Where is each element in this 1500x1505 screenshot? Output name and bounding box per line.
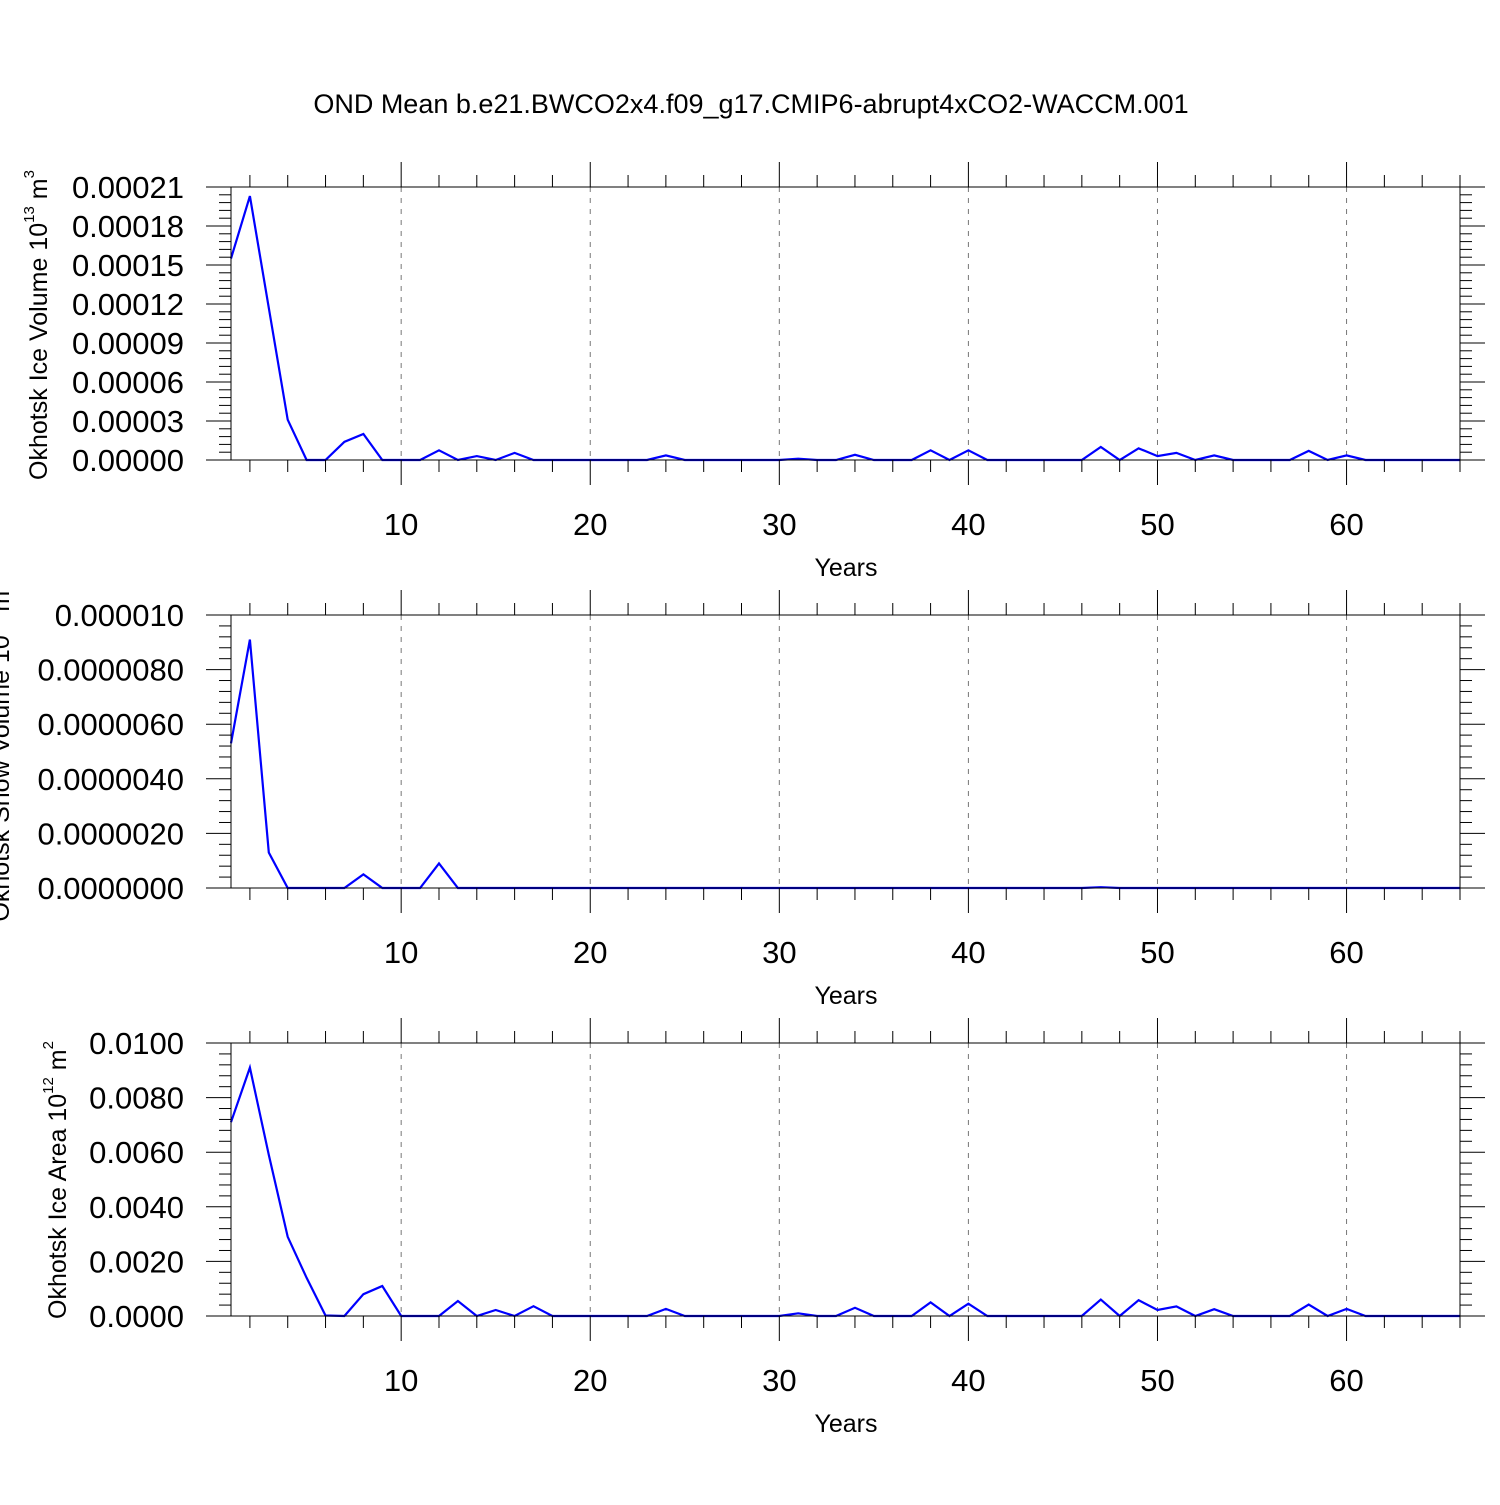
y-axis-label: Okhotsk Snow Volume 1013 m3 bbox=[0, 582, 15, 921]
x-tick-label: 20 bbox=[573, 507, 607, 542]
y-tick-label: 0.0000 bbox=[89, 1299, 184, 1334]
y-tick-label: 0.0000000 bbox=[37, 871, 184, 906]
panel-snow-volume: 0.0000000 0.0000020 0.0000040 0.0000060 0.00… bbox=[0, 582, 1485, 1010]
y-tick-label: 0.0000080 bbox=[37, 653, 184, 688]
y-tick-label: 0.000010 bbox=[55, 598, 184, 633]
axis-ticks bbox=[206, 590, 1485, 913]
y-axis-label-unit-exponent: 3 bbox=[21, 170, 38, 178]
y-axis-label: Okhotsk Ice Area 1012 m2 bbox=[40, 1041, 72, 1319]
y-axis-label-unit: m bbox=[25, 178, 53, 206]
x-tick-label: 50 bbox=[1140, 935, 1174, 970]
y-tick-label: 0.00003 bbox=[72, 404, 184, 439]
y-tick-labels: 0.0000000 0.0000020 0.0000040 0.0000060 0.00… bbox=[37, 598, 184, 906]
x-tick-label: 40 bbox=[951, 935, 985, 970]
y-tick-label: 0.00021 bbox=[72, 170, 184, 205]
y-tick-label: 0.0040 bbox=[89, 1190, 184, 1225]
panel-ice-volume: 0.00000 0.00003 0.00006 0.00009 0.00012 0.000… bbox=[21, 162, 1485, 582]
x-tick-labels: 10 20 30 40 50 60 bbox=[384, 507, 1364, 542]
x-tick-label: 10 bbox=[384, 935, 418, 970]
x-tick-label: 20 bbox=[573, 935, 607, 970]
x-tick-label: 20 bbox=[573, 1363, 607, 1398]
y-axis-label-unit: m bbox=[0, 591, 15, 619]
plot-frame bbox=[230, 614, 1461, 889]
y-tick-label: 0.00012 bbox=[72, 287, 184, 322]
x-axis-label: Years bbox=[814, 554, 877, 582]
grid-lines bbox=[400, 1043, 1348, 1316]
grid-lines bbox=[400, 187, 1348, 460]
y-tick-label: 0.0000020 bbox=[37, 816, 184, 851]
y-tick-labels: 0.00000 0.00003 0.00006 0.00009 0.00012 0.000… bbox=[72, 170, 184, 478]
y-axis-label-text: Okhotsk Ice Area 10 bbox=[44, 1094, 72, 1319]
y-tick-label: 0.00009 bbox=[72, 326, 184, 361]
y-tick-label: 0.0000040 bbox=[37, 762, 184, 797]
series-line bbox=[229, 1063, 1460, 1318]
axis-ticks bbox=[206, 162, 1485, 485]
y-tick-label: 0.0100 bbox=[89, 1026, 184, 1061]
x-tick-label: 50 bbox=[1140, 507, 1174, 542]
x-tick-label: 60 bbox=[1329, 507, 1363, 542]
y-axis-label: Okhotsk Ice Volume 1013 m3 bbox=[21, 170, 53, 480]
x-tick-label: 30 bbox=[762, 507, 796, 542]
y-tick-label: 0.00015 bbox=[72, 248, 184, 283]
x-tick-label: 10 bbox=[384, 507, 418, 542]
axis-ticks bbox=[206, 1018, 1485, 1341]
y-tick-label: 0.0080 bbox=[89, 1081, 184, 1116]
series-line bbox=[229, 639, 1460, 890]
panel-ice-area: 0.0000 0.0020 0.0040 0.0060 0.0080 0.0100 10 2… bbox=[40, 1018, 1485, 1438]
y-axis-label-text: Okhotsk Ice Volume 10 bbox=[25, 223, 53, 480]
y-tick-label: 0.00006 bbox=[72, 365, 184, 400]
x-tick-labels: 10 20 30 40 50 60 bbox=[384, 935, 1364, 970]
x-tick-label: 40 bbox=[951, 1363, 985, 1398]
x-tick-label: 10 bbox=[384, 1363, 418, 1398]
x-tick-label: 60 bbox=[1329, 1363, 1363, 1398]
x-axis-label: Years bbox=[814, 1410, 877, 1438]
x-axis-label: Years bbox=[814, 982, 877, 1010]
series-line bbox=[229, 195, 1460, 462]
y-tick-label: 0.0020 bbox=[89, 1244, 184, 1279]
plot-frame bbox=[230, 1042, 1461, 1317]
x-tick-label: 30 bbox=[762, 1363, 796, 1398]
chart-title: OND Mean b.e21.BWCO2x4.f09_g17.CMIP6-abr… bbox=[313, 89, 1188, 119]
x-tick-label: 50 bbox=[1140, 1363, 1174, 1398]
y-axis-label-exponent: 12 bbox=[40, 1077, 57, 1094]
y-axis-label-unit-exponent: 2 bbox=[40, 1041, 57, 1049]
plot-frame bbox=[230, 186, 1461, 461]
x-tick-label: 30 bbox=[762, 935, 796, 970]
y-tick-label: 0.00000 bbox=[72, 443, 184, 478]
y-axis-label-exponent: 13 bbox=[21, 206, 38, 223]
y-tick-label: 0.0060 bbox=[89, 1135, 184, 1170]
x-tick-labels: 10 20 30 40 50 60 bbox=[384, 1363, 1364, 1398]
x-tick-label: 40 bbox=[951, 507, 985, 542]
y-tick-label: 0.0000060 bbox=[37, 707, 184, 742]
y-tick-label: 0.00018 bbox=[72, 209, 184, 244]
y-axis-label-text: Okhotsk Snow Volume 10 bbox=[0, 635, 15, 921]
x-tick-label: 60 bbox=[1329, 935, 1363, 970]
y-axis-label-unit: m bbox=[44, 1049, 72, 1077]
y-tick-labels: 0.0000 0.0020 0.0040 0.0060 0.0080 0.0100 bbox=[89, 1026, 184, 1334]
grid-lines bbox=[400, 615, 1348, 888]
